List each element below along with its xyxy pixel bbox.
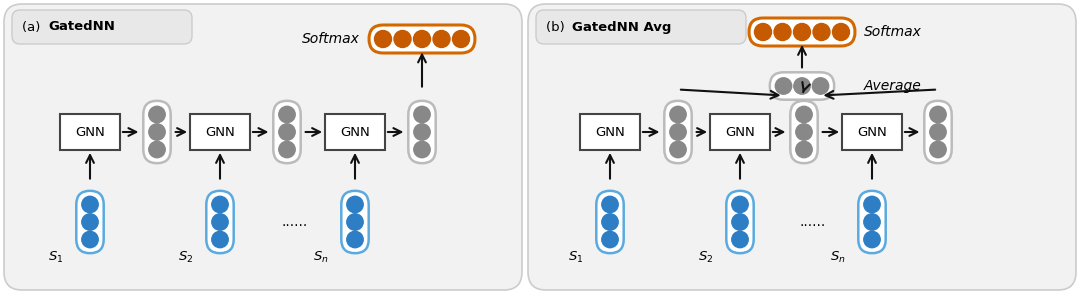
FancyBboxPatch shape [580, 114, 640, 150]
Circle shape [796, 124, 812, 140]
Circle shape [82, 231, 98, 248]
FancyBboxPatch shape [664, 101, 691, 163]
Circle shape [279, 106, 295, 123]
Circle shape [864, 214, 880, 230]
Text: $S_n$: $S_n$ [831, 250, 846, 265]
Text: $S_2$: $S_2$ [178, 250, 193, 265]
Circle shape [453, 31, 470, 48]
FancyBboxPatch shape [369, 25, 475, 53]
FancyBboxPatch shape [341, 191, 368, 253]
FancyBboxPatch shape [726, 191, 754, 253]
Circle shape [732, 231, 748, 248]
Text: $S_1$: $S_1$ [49, 250, 64, 265]
Circle shape [930, 106, 946, 123]
Circle shape [796, 106, 812, 123]
Text: GNN: GNN [858, 126, 887, 138]
Circle shape [732, 196, 748, 213]
Circle shape [414, 106, 430, 123]
Text: $S_2$: $S_2$ [699, 250, 714, 265]
FancyBboxPatch shape [596, 191, 624, 253]
Circle shape [930, 141, 946, 158]
Text: GatedNN: GatedNN [48, 21, 114, 34]
FancyBboxPatch shape [206, 191, 233, 253]
FancyBboxPatch shape [273, 101, 300, 163]
Circle shape [375, 31, 391, 48]
FancyBboxPatch shape [710, 114, 770, 150]
Circle shape [930, 124, 946, 140]
Text: ......: ...... [282, 215, 308, 229]
FancyBboxPatch shape [12, 10, 192, 44]
FancyBboxPatch shape [408, 101, 435, 163]
Text: GNN: GNN [725, 126, 755, 138]
Circle shape [670, 124, 686, 140]
FancyBboxPatch shape [924, 101, 951, 163]
Circle shape [775, 78, 792, 94]
Circle shape [833, 24, 850, 41]
Circle shape [149, 106, 165, 123]
Circle shape [82, 196, 98, 213]
Circle shape [414, 141, 430, 158]
Circle shape [602, 196, 618, 213]
FancyBboxPatch shape [842, 114, 902, 150]
Circle shape [812, 78, 828, 94]
FancyBboxPatch shape [859, 191, 886, 253]
Circle shape [732, 214, 748, 230]
Circle shape [755, 24, 771, 41]
Circle shape [414, 31, 431, 48]
Text: (b): (b) [546, 21, 569, 34]
Circle shape [212, 231, 228, 248]
Text: GatedNN Avg: GatedNN Avg [572, 21, 672, 34]
Text: Softmax: Softmax [864, 25, 922, 39]
Circle shape [347, 231, 363, 248]
Text: ......: ...... [800, 215, 826, 229]
Circle shape [347, 214, 363, 230]
Circle shape [796, 141, 812, 158]
Circle shape [279, 141, 295, 158]
Circle shape [864, 231, 880, 248]
Circle shape [347, 196, 363, 213]
FancyBboxPatch shape [325, 114, 384, 150]
Text: $S_1$: $S_1$ [568, 250, 583, 265]
Text: GNN: GNN [205, 126, 234, 138]
Text: Softmax: Softmax [302, 32, 360, 46]
Text: GNN: GNN [76, 126, 105, 138]
Text: Average: Average [864, 79, 921, 93]
Text: GNN: GNN [595, 126, 625, 138]
FancyBboxPatch shape [528, 4, 1076, 290]
Circle shape [279, 124, 295, 140]
FancyBboxPatch shape [536, 10, 746, 44]
Text: GNN: GNN [340, 126, 369, 138]
Circle shape [774, 24, 791, 41]
Circle shape [149, 124, 165, 140]
Circle shape [414, 124, 430, 140]
FancyBboxPatch shape [144, 101, 171, 163]
FancyBboxPatch shape [4, 4, 522, 290]
Circle shape [212, 214, 228, 230]
FancyBboxPatch shape [190, 114, 249, 150]
Circle shape [433, 31, 450, 48]
FancyBboxPatch shape [791, 101, 818, 163]
Text: (a): (a) [22, 21, 44, 34]
Circle shape [394, 31, 411, 48]
Circle shape [794, 78, 810, 94]
FancyBboxPatch shape [750, 18, 855, 46]
Circle shape [149, 141, 165, 158]
Circle shape [813, 24, 831, 41]
Text: $S_n$: $S_n$ [313, 250, 328, 265]
FancyBboxPatch shape [77, 191, 104, 253]
Circle shape [602, 231, 618, 248]
FancyBboxPatch shape [60, 114, 120, 150]
Circle shape [670, 141, 686, 158]
Circle shape [670, 106, 686, 123]
Circle shape [602, 214, 618, 230]
Circle shape [212, 196, 228, 213]
FancyBboxPatch shape [770, 72, 834, 100]
Circle shape [794, 24, 810, 41]
Circle shape [82, 214, 98, 230]
Circle shape [864, 196, 880, 213]
